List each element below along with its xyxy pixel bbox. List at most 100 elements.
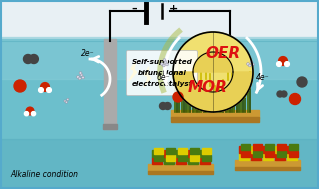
Circle shape <box>160 102 167 109</box>
Bar <box>0 0 319 41</box>
Bar <box>171 110 259 118</box>
Circle shape <box>29 54 38 64</box>
Circle shape <box>297 77 307 87</box>
Circle shape <box>160 63 163 65</box>
Bar <box>152 157 162 164</box>
Bar <box>277 144 286 150</box>
Bar <box>188 150 198 157</box>
Bar <box>287 153 297 160</box>
Bar <box>235 160 300 167</box>
Circle shape <box>24 54 33 64</box>
Bar <box>0 39 319 189</box>
Bar <box>235 167 300 170</box>
Circle shape <box>39 88 43 92</box>
Circle shape <box>65 101 68 103</box>
Bar <box>190 155 199 161</box>
Bar <box>275 153 285 160</box>
Polygon shape <box>173 52 253 112</box>
Bar <box>190 148 199 154</box>
Bar <box>202 148 211 154</box>
Bar <box>265 151 274 157</box>
Bar <box>277 151 286 157</box>
Bar <box>152 150 162 157</box>
Bar <box>176 150 186 157</box>
Bar <box>251 146 261 153</box>
Text: 2e⁻: 2e⁻ <box>81 49 95 58</box>
Bar <box>166 155 175 161</box>
Text: 4e⁻: 4e⁻ <box>256 73 270 82</box>
Bar <box>275 146 285 153</box>
Bar <box>176 157 186 164</box>
Text: –: – <box>131 4 137 14</box>
Bar <box>239 153 249 160</box>
Bar <box>289 151 298 157</box>
Circle shape <box>163 59 166 61</box>
Circle shape <box>79 72 82 74</box>
Bar <box>241 151 250 157</box>
Text: electrocatalyst: electrocatalyst <box>131 81 193 87</box>
Circle shape <box>173 32 253 112</box>
Bar <box>200 150 210 157</box>
Circle shape <box>77 76 79 78</box>
Circle shape <box>47 88 51 92</box>
Circle shape <box>24 112 29 116</box>
Circle shape <box>82 76 85 79</box>
Bar <box>200 157 210 164</box>
Circle shape <box>80 74 83 76</box>
Bar <box>251 153 261 160</box>
Circle shape <box>26 107 34 115</box>
Bar <box>263 146 273 153</box>
Bar <box>104 39 116 129</box>
Circle shape <box>277 62 281 67</box>
Circle shape <box>31 112 36 116</box>
Bar <box>164 157 174 164</box>
Text: 6e⁻: 6e⁻ <box>156 73 170 82</box>
Text: MOR: MOR <box>188 81 228 95</box>
Circle shape <box>249 64 251 67</box>
Circle shape <box>252 63 254 66</box>
Text: bifunctional: bifunctional <box>137 70 186 76</box>
Text: OER: OER <box>205 46 241 61</box>
Bar <box>164 150 174 157</box>
Text: Alkaline condition: Alkaline condition <box>10 170 78 179</box>
Circle shape <box>290 94 300 105</box>
Bar <box>103 124 117 129</box>
Bar <box>265 144 274 150</box>
Bar <box>166 148 175 154</box>
Bar <box>253 151 262 157</box>
Circle shape <box>247 63 249 65</box>
Circle shape <box>41 83 49 91</box>
Bar <box>178 148 187 154</box>
Bar <box>239 146 249 153</box>
Bar <box>289 144 298 150</box>
Bar <box>154 148 163 154</box>
Circle shape <box>278 57 287 65</box>
Bar <box>202 155 211 161</box>
Bar <box>178 155 187 161</box>
Circle shape <box>78 77 81 80</box>
Circle shape <box>67 98 69 101</box>
Polygon shape <box>144 67 151 87</box>
Bar <box>154 155 163 161</box>
Circle shape <box>166 63 168 66</box>
Text: +: + <box>168 4 178 14</box>
Circle shape <box>162 64 165 67</box>
FancyBboxPatch shape <box>127 50 197 95</box>
Circle shape <box>14 80 26 92</box>
Bar <box>287 146 297 153</box>
Circle shape <box>285 62 289 67</box>
Bar <box>241 144 250 150</box>
Bar <box>148 171 213 174</box>
Text: Self-supported: Self-supported <box>131 59 192 65</box>
Bar <box>188 157 198 164</box>
Bar <box>171 117 259 122</box>
Circle shape <box>164 61 167 63</box>
Bar <box>148 164 213 171</box>
Circle shape <box>173 92 183 102</box>
Bar <box>253 144 262 150</box>
Circle shape <box>281 91 287 97</box>
Polygon shape <box>129 61 137 81</box>
Circle shape <box>164 102 171 109</box>
Circle shape <box>64 100 66 102</box>
Bar <box>0 139 319 189</box>
